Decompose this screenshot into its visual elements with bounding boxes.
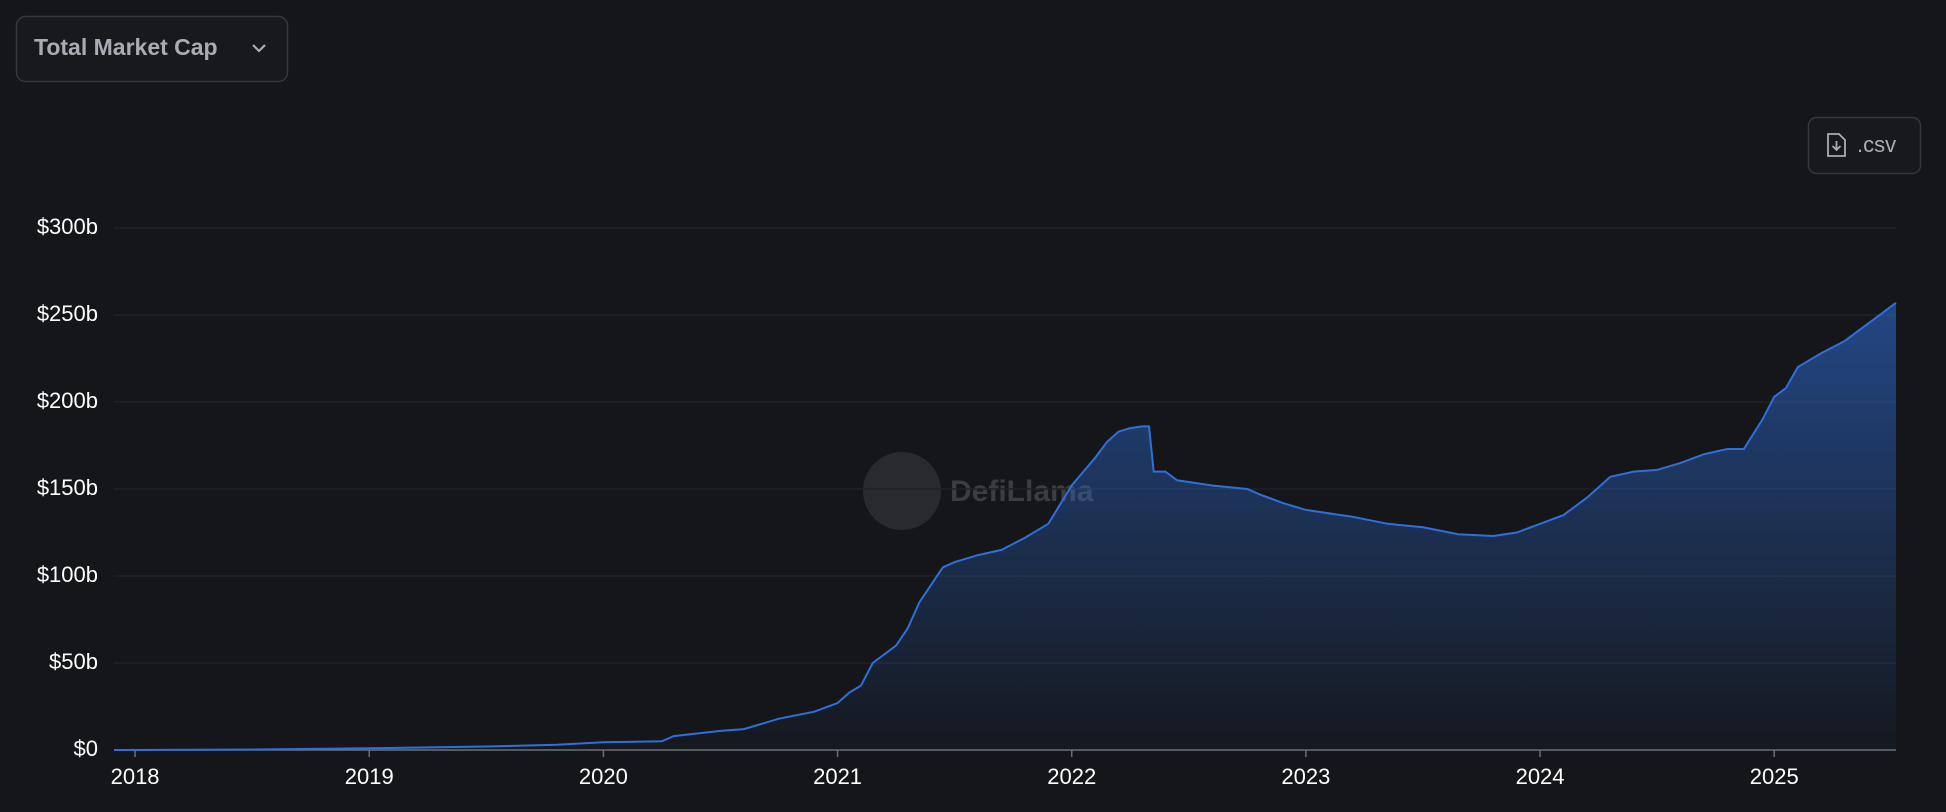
y-tick-label: $200b bbox=[37, 388, 98, 413]
x-tick-label: 2018 bbox=[111, 764, 160, 789]
x-tick-label: 2025 bbox=[1750, 764, 1799, 789]
button-label: .csv bbox=[1857, 132, 1896, 157]
x-tick-label: 2021 bbox=[813, 764, 862, 789]
chevron-icon bbox=[252, 44, 266, 53]
watermark-logo bbox=[863, 452, 941, 530]
button-box[interactable] bbox=[1807, 116, 1922, 175]
y-tick-label: $300b bbox=[37, 214, 98, 239]
watermark: DefiLlama bbox=[863, 452, 1094, 530]
x-tick-label: 2023 bbox=[1281, 764, 1330, 789]
y-tick-label: $100b bbox=[37, 562, 98, 587]
area-line bbox=[113, 301, 1897, 751]
x-tick-label: 2020 bbox=[579, 764, 628, 789]
x-tick-label: 2024 bbox=[1516, 764, 1565, 789]
select-box[interactable] bbox=[15, 15, 289, 83]
y-tick-label: $150b bbox=[37, 475, 98, 500]
metric-select[interactable]: Total Market Cap bbox=[15, 15, 289, 83]
file-icon bbox=[1827, 133, 1846, 157]
csv-button[interactable]: .csv bbox=[1807, 116, 1922, 175]
x-tick-label: 2019 bbox=[345, 764, 394, 789]
y-tick-label: $50b bbox=[49, 649, 98, 674]
select-label: Total Market Cap bbox=[34, 34, 218, 60]
y-tick-label: $250b bbox=[37, 301, 98, 326]
area-fill bbox=[114, 302, 1896, 750]
y-tick-label: $0 bbox=[74, 736, 98, 761]
x-tick-label: 2022 bbox=[1047, 764, 1096, 789]
